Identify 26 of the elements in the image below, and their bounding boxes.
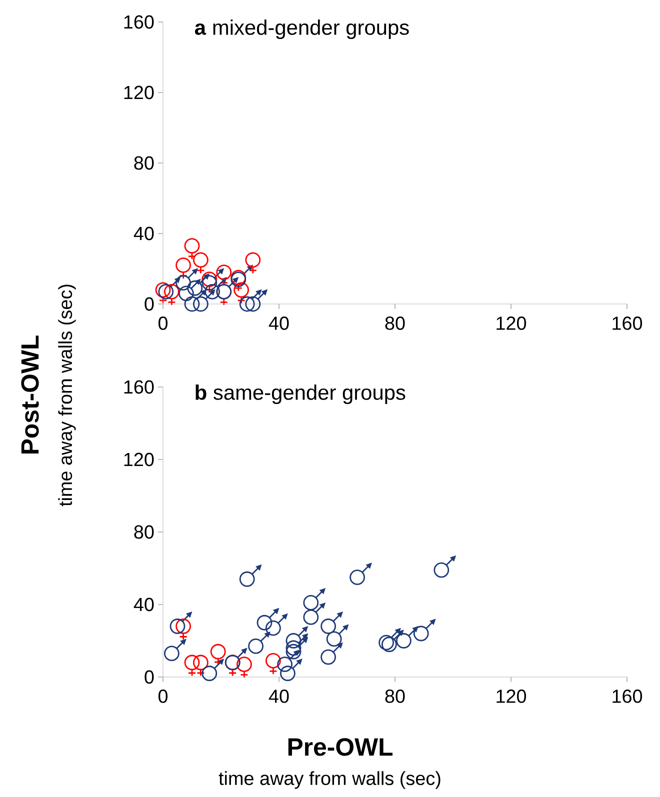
y-tick-label: 120 (124, 86, 154, 100)
x-tick-label: 120 (496, 690, 526, 703)
y-tick-label: 120 (124, 452, 154, 466)
x-tick-label: 40 (268, 316, 289, 330)
y-tick-label: 40 (134, 598, 154, 612)
x-axis-title: Pre-OWL (288, 738, 393, 756)
x-tick-label: 160 (612, 690, 642, 703)
chart-title: b same-gender groups (196, 384, 406, 404)
chart-title: a mixed-gender groups (194, 20, 409, 40)
x-tick-label: 0 (158, 690, 168, 703)
y-axis-title: Post-OWL (21, 336, 39, 454)
text: time away from walls (sec) (218, 771, 440, 789)
y-tick-label: 160 (124, 380, 154, 394)
text: time away from walls (sec) (58, 284, 76, 506)
x-tick-label: 160 (612, 316, 642, 330)
y-tick-label: 160 (124, 15, 154, 29)
y-tick-label: 80 (134, 525, 154, 539)
y-tick-label: 40 (134, 226, 154, 240)
y-tick-label: 80 (134, 156, 154, 170)
y-tick-label: 0 (144, 670, 154, 684)
y-tick-label: 0 (144, 297, 154, 311)
x-tick-label: 40 (268, 690, 289, 703)
x-tick-label: 120 (496, 316, 526, 330)
x-tick-label: 80 (385, 690, 405, 703)
x-tick-label: 80 (385, 316, 405, 330)
x-tick-label: 0 (158, 316, 168, 330)
